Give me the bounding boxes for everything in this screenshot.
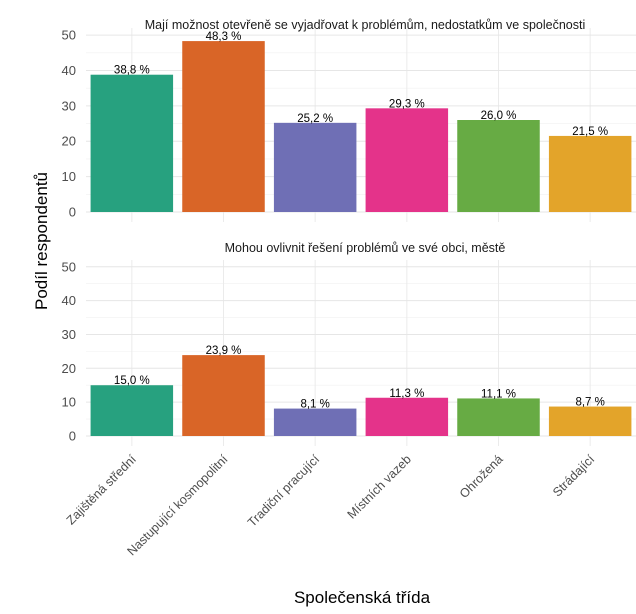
data-label: 8,7 % (575, 397, 604, 409)
bar (90, 74, 174, 212)
data-label: 48,3 % (206, 31, 242, 43)
x-tick-label: Nastupující kosmopolitní (124, 452, 231, 559)
bar (273, 408, 357, 436)
data-label: 21,5 % (572, 126, 608, 138)
y-tick-label: 30 (62, 98, 76, 113)
bar (548, 135, 632, 212)
panel-title: Mají možnost otevřeně se vyjadřovat k pr… (145, 18, 586, 32)
y-tick-label: 40 (62, 293, 76, 308)
bar (548, 406, 632, 436)
data-label: 23,9 % (206, 345, 242, 357)
x-tick-label: Strádající (550, 452, 598, 500)
y-tick-label: 30 (62, 327, 76, 342)
x-tick-label: Tradiční pracující (245, 452, 323, 530)
data-label: 26,0 % (481, 110, 517, 122)
data-label: 11,1 % (481, 388, 516, 400)
data-label: 15,0 % (114, 375, 150, 387)
y-tick-label: 50 (62, 28, 76, 43)
data-label: 8,1 % (300, 399, 329, 411)
y-axis-label: Podíl respondentů (32, 172, 51, 310)
bar (90, 385, 174, 436)
bar (457, 398, 540, 436)
x-tick-label: Zajištěná střední (64, 452, 140, 528)
x-tick-label: Místních vazeb (345, 452, 414, 521)
y-tick-label: 20 (62, 361, 76, 376)
panel-1: Mají možnost otevřeně se vyjadřovat k pr… (62, 18, 636, 222)
bar (457, 120, 540, 212)
data-label: 38,8 % (114, 65, 150, 77)
y-tick-label: 40 (62, 63, 76, 78)
bar (273, 122, 357, 212)
y-tick-label: 0 (69, 429, 76, 444)
panel-2: Mohou ovlivnit řešení problémů ve své ob… (62, 241, 636, 446)
bar (365, 397, 449, 436)
y-tick-label: 10 (62, 395, 76, 410)
bar (182, 41, 265, 212)
y-tick-label: 20 (62, 134, 76, 149)
y-tick-label: 0 (69, 205, 76, 220)
data-label: 25,2 % (297, 113, 333, 125)
bar (182, 355, 265, 436)
y-tick-label: 10 (62, 169, 76, 184)
y-tick-label: 50 (62, 259, 76, 274)
x-tick-label: Ohrožená (457, 452, 506, 501)
panel-title: Mohou ovlivnit řešení problémů ve své ob… (225, 241, 506, 255)
x-axis-label: Společenská třída (294, 588, 431, 607)
bar (365, 108, 449, 212)
data-label: 11,3 % (389, 388, 424, 400)
data-label: 29,3 % (389, 98, 425, 110)
